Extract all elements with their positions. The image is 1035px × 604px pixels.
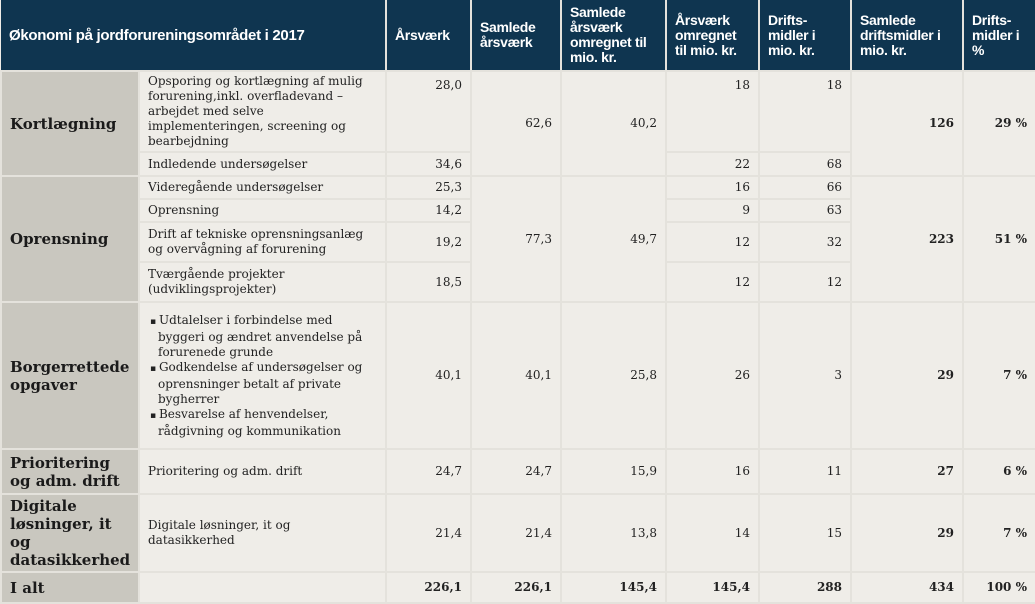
- cell: 226,1: [470, 571, 562, 604]
- group-label: Prioritering og adm. drift: [0, 448, 140, 495]
- cell: 21,4: [470, 493, 562, 573]
- group-label: Borgerrettede opgaver: [0, 301, 140, 450]
- row-desc: Digitale løsninger, it og datasikkerhed: [138, 493, 387, 573]
- cell: 29: [850, 493, 964, 573]
- row-desc: Prioritering og adm. drift: [138, 448, 387, 495]
- col-aarsvaerk-omregnet: Årsværk omregnet til mio. kr.: [666, 0, 760, 72]
- table-row: Drift af tekniske oprensningsanlæg og ov…: [1, 221, 1035, 263]
- group-label: Oprensning: [0, 175, 140, 303]
- cell: 126: [850, 70, 964, 177]
- table-row: Digitale løsninger, it og datasikkerhed …: [0, 493, 1035, 573]
- cell: 12: [665, 221, 760, 263]
- cell: 29 %: [962, 70, 1035, 177]
- cell: 19,2: [385, 221, 472, 263]
- cell: 40,1: [385, 301, 472, 450]
- row-desc: Oprensning: [138, 198, 387, 223]
- cell: 18: [665, 70, 760, 153]
- row-desc: Drift af tekniske oprensningsanlæg og ov…: [138, 221, 387, 263]
- table-row: Indledende undersøgelser 34,6 22 68: [1, 151, 1035, 177]
- cell: 7 %: [962, 301, 1035, 450]
- table-row: Prioritering og adm. drift Prioritering …: [0, 448, 1035, 495]
- cell: 15,9: [560, 448, 667, 495]
- cell: 15: [758, 493, 852, 573]
- cell: 25,3: [385, 175, 472, 200]
- cell: 223: [850, 175, 964, 303]
- cell: 100 %: [962, 571, 1035, 604]
- cell: 18: [758, 70, 852, 153]
- row-desc: Udtalelser i forbindelse med byggeri og …: [138, 301, 387, 450]
- table-row: Borgerrettede opgaver Udtalelser i forbi…: [0, 301, 1035, 450]
- cell: 16: [665, 175, 760, 200]
- cell: 77,3: [470, 175, 562, 303]
- cell: 18,5: [385, 261, 472, 303]
- row-desc: Opsporing og kortlægning af mulig forure…: [138, 70, 387, 153]
- table-row: Tværgående projekter (udviklingsprojekte…: [1, 261, 1035, 303]
- cell: 68: [758, 151, 852, 177]
- bullet-list: Udtalelser i forbindelse med byggeri og …: [148, 313, 377, 439]
- cell: 49,7: [560, 175, 667, 303]
- total-row: I alt 226,1 226,1 145,4 145,4 288 434 10…: [0, 571, 1035, 604]
- table-row: Oprensning Videregående undersøgelser 25…: [0, 175, 1035, 303]
- cell: 27: [850, 448, 964, 495]
- cell: 288: [758, 571, 852, 604]
- cell: 24,7: [470, 448, 562, 495]
- cell: 40,1: [470, 301, 562, 450]
- cell: 63: [758, 198, 852, 223]
- cell: 145,4: [560, 571, 667, 604]
- col-samlede-aarsvaerk: Samlede årsværk: [471, 0, 562, 72]
- cell: 13,8: [560, 493, 667, 573]
- cell: 12: [758, 261, 852, 303]
- cell: 11: [758, 448, 852, 495]
- cell: 3: [758, 301, 852, 450]
- table-title: Økonomi på jordforureningsområdet i 2017: [1, 0, 387, 72]
- cell: 25,8: [560, 301, 667, 450]
- cell: 6 %: [962, 448, 1035, 495]
- cell: 22: [665, 151, 760, 177]
- table-row: Kortlægning Opsporing og kortlægning af …: [0, 70, 1035, 177]
- header-row: Økonomi på jordforureningsområdet i 2017…: [1, 0, 1035, 72]
- cell: 66: [758, 175, 852, 200]
- cell: 12: [665, 261, 760, 303]
- cell: 7 %: [962, 493, 1035, 573]
- empty-cell: [138, 571, 387, 604]
- col-samlede-driftsmidler: Samlede driftsmidler i mio. kr.: [851, 0, 964, 72]
- bullet-item: Besvarelse af henvendelser, rådgivning o…: [148, 407, 377, 439]
- cell: 51 %: [962, 175, 1035, 303]
- col-driftsmidler-pct: Drifts-midler i %: [963, 0, 1035, 72]
- bullet-item: Udtalelser i forbindelse med byggeri og …: [148, 313, 377, 360]
- row-desc: Tværgående projekter (udviklingsprojekte…: [138, 261, 387, 303]
- cell: 21,4: [385, 493, 472, 573]
- group-label: Digitale løsninger, it og datasikkerhed: [0, 493, 140, 573]
- cell: 29: [850, 301, 964, 450]
- cell: 32: [758, 221, 852, 263]
- bullet-item: Godkendelse af undersøgelser og oprensni…: [148, 360, 377, 407]
- cell: 14,2: [385, 198, 472, 223]
- col-driftsmidler: Drifts-midler i mio. kr.: [759, 0, 852, 72]
- cell: 62,6: [470, 70, 562, 177]
- cell: 24,7: [385, 448, 472, 495]
- row-desc: Videregående undersøgelser: [138, 175, 387, 200]
- row-desc: Indledende undersøgelser: [138, 151, 387, 177]
- col-samlede-omregnet: Samlede årsværk omregnet til mio. kr.: [561, 0, 667, 72]
- cell: 40,2: [560, 70, 667, 177]
- cell: 226,1: [385, 571, 472, 604]
- col-aarsvaerk: Årsværk: [386, 0, 472, 72]
- cell: 34,6: [385, 151, 472, 177]
- cell: 434: [850, 571, 964, 604]
- cell: 16: [665, 448, 760, 495]
- cell: 28,0: [385, 70, 472, 153]
- cell: 26: [665, 301, 760, 450]
- total-label: I alt: [0, 571, 140, 604]
- cell: 145,4: [665, 571, 760, 604]
- table-row: Oprensning 14,2 9 63: [1, 198, 1035, 223]
- cell: 9: [665, 198, 760, 223]
- cell: 14: [665, 493, 760, 573]
- group-label: Kortlægning: [0, 70, 140, 177]
